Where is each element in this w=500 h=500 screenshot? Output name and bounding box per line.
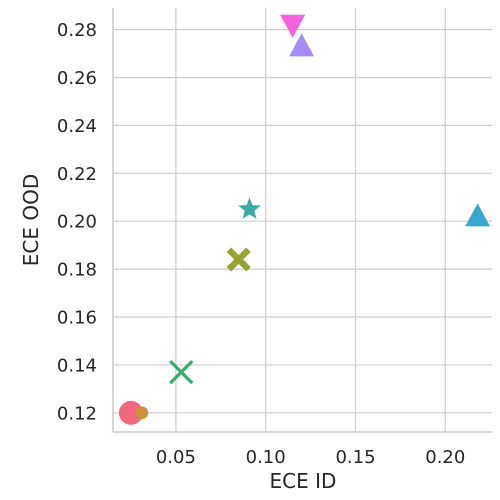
axis-spines <box>112 8 492 433</box>
y-tick-label: 0.14 <box>57 355 97 376</box>
y-axis-label: ECE OOD <box>19 174 43 266</box>
x-tick-label: 0.20 <box>425 447 465 468</box>
data-point-x <box>169 359 194 385</box>
y-tick-label: 0.24 <box>57 116 97 137</box>
y-tick-label: 0.20 <box>57 212 97 233</box>
data-point-triangle-up <box>289 33 315 57</box>
y-tick-label: 0.16 <box>57 308 97 329</box>
y-tick-label: 0.26 <box>57 68 97 89</box>
x-tick-label: 0.10 <box>246 447 286 468</box>
x-tick-labels: 0.05 0.10 0.15 0.20 <box>156 447 466 468</box>
y-tick-label: 0.22 <box>57 164 97 185</box>
data-point-star <box>238 197 261 219</box>
data-point-X <box>226 247 251 272</box>
x-axis-label: ECE ID <box>270 469 337 493</box>
x-tick-label: 0.15 <box>335 447 375 468</box>
data-points <box>118 14 491 425</box>
data-point-circle <box>135 406 149 420</box>
data-point-triangle-down <box>280 14 306 38</box>
data-point-circle <box>118 400 143 425</box>
y-tick-label: 0.28 <box>57 20 97 41</box>
data-point-triangle-up <box>465 203 491 227</box>
grid-lines <box>113 8 492 432</box>
y-tick-labels: 0.12 0.14 0.16 0.18 0.20 0.22 0.24 0.26 0.28 <box>57 20 97 424</box>
x-tick-label: 0.05 <box>156 447 196 468</box>
y-tick-label: 0.12 <box>57 403 97 424</box>
y-tick-label: 0.18 <box>57 260 97 281</box>
